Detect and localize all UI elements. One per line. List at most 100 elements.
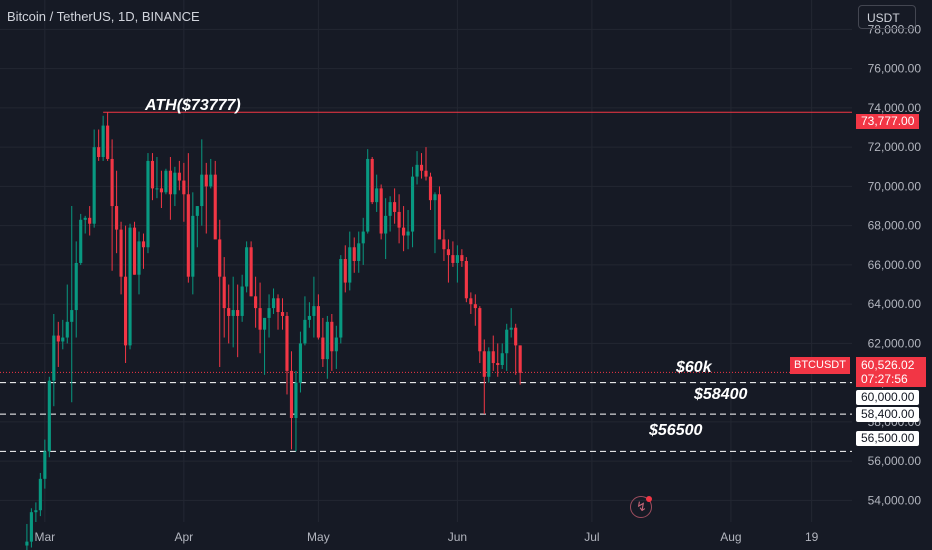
price-tick-label: 54,000.00 [868, 493, 922, 507]
candle-body [61, 337, 65, 342]
candle-body [110, 158, 114, 207]
candle-body [245, 247, 249, 287]
candle-body [518, 345, 522, 373]
candle-body [209, 174, 213, 187]
candle-body [298, 343, 303, 383]
candle-body [473, 304, 477, 309]
candle-body [433, 194, 437, 201]
candle-body [388, 202, 392, 216]
candle-body [509, 327, 513, 330]
candle-body [74, 262, 78, 311]
candle-body [34, 510, 38, 513]
candle-body [339, 259, 343, 338]
candle-body [65, 321, 69, 338]
price-tick-label: 62,000.00 [868, 336, 922, 350]
candle-body [213, 174, 217, 240]
bar-countdown: 07:27:56 [861, 372, 908, 386]
candle-body [88, 217, 92, 224]
sixty-k-annotation: $60k [676, 359, 712, 376]
price-tick-label: 64,000.00 [868, 297, 922, 311]
candle-body [469, 298, 473, 305]
candle-body [370, 158, 374, 203]
candle-body [357, 243, 361, 261]
price-tick-label: 56,000.00 [868, 454, 922, 468]
candle-body [464, 261, 468, 299]
candles [25, 112, 522, 550]
time-tick-label: Jul [584, 530, 599, 544]
candle-body [280, 312, 285, 316]
candle-body [500, 353, 504, 366]
candle-body [195, 206, 199, 216]
candle-body [56, 335, 60, 342]
candle-body [182, 180, 186, 195]
candle-body [442, 239, 446, 250]
candle-body [92, 147, 96, 224]
candle-body [352, 247, 356, 261]
candle-body [397, 211, 401, 228]
candle-body [415, 164, 419, 177]
candle-body [437, 194, 442, 240]
candle-body [146, 160, 150, 248]
price-tick-label: 78,000.00 [868, 22, 922, 36]
candle-body [186, 194, 190, 277]
symbol-title[interactable]: Bitcoin / TetherUS, 1D, BINANCE [7, 9, 200, 24]
candle-body [119, 229, 123, 277]
candle-body [321, 337, 325, 360]
candle-body [141, 241, 146, 248]
candle-body [348, 247, 352, 283]
currency-button[interactable]: USDT [858, 5, 916, 29]
candle-body [289, 370, 294, 418]
candle-body [83, 217, 87, 220]
current-price-tag: 60,526.02 07:27:56 [856, 357, 926, 387]
candle-body [258, 308, 262, 330]
time-axis[interactable]: Mar Apr May Jun Jul Aug 19 [35, 530, 819, 544]
candle-body [191, 215, 195, 277]
time-tick-label: Aug [720, 530, 741, 544]
candle-body [419, 164, 424, 171]
candle-body [361, 231, 365, 244]
candle-body [70, 310, 74, 322]
candle-body [262, 317, 267, 330]
level-58400-annotation: $58400 [694, 386, 748, 403]
candle-body [366, 158, 370, 232]
candle-body [177, 172, 181, 181]
candle-body [307, 315, 311, 320]
candle-body [478, 308, 482, 352]
candle-body [101, 125, 105, 157]
price-tick-label: 70,000.00 [868, 179, 922, 193]
candle-body [491, 351, 495, 364]
current-price: 60,526.02 [861, 358, 915, 372]
price-tick-label: 74,000.00 [868, 101, 922, 115]
candle-body [487, 351, 491, 377]
symbol-tag: BTCUSDT [790, 357, 850, 374]
candle-body [482, 351, 486, 377]
candle-body [316, 306, 320, 338]
candle-body [128, 227, 132, 346]
candle-body [451, 255, 455, 263]
candle-body [137, 241, 141, 275]
candle-body [115, 206, 119, 230]
time-tick-label: Apr [175, 530, 194, 544]
candle-body [52, 335, 56, 381]
price-tick-label: 72,000.00 [868, 140, 922, 154]
bolt-alert-icon[interactable]: ↯ [630, 496, 652, 518]
candle-body [375, 188, 379, 203]
candle-body [276, 298, 280, 313]
level-56500-annotation: $56500 [649, 422, 703, 439]
candle-body [402, 227, 406, 236]
candle-body [325, 321, 329, 360]
candle-body [254, 296, 258, 309]
grid-layer [0, 0, 852, 522]
candle-body [240, 286, 244, 316]
candle-body [173, 172, 177, 195]
candle-body [428, 176, 433, 201]
candle-body [168, 170, 172, 195]
candle-body [25, 541, 29, 546]
time-tick-label: 19 [805, 530, 819, 544]
candle-body [303, 319, 307, 344]
price-tick-label: 76,000.00 [868, 62, 922, 76]
candle-body [218, 239, 222, 277]
candle-body [43, 451, 47, 479]
